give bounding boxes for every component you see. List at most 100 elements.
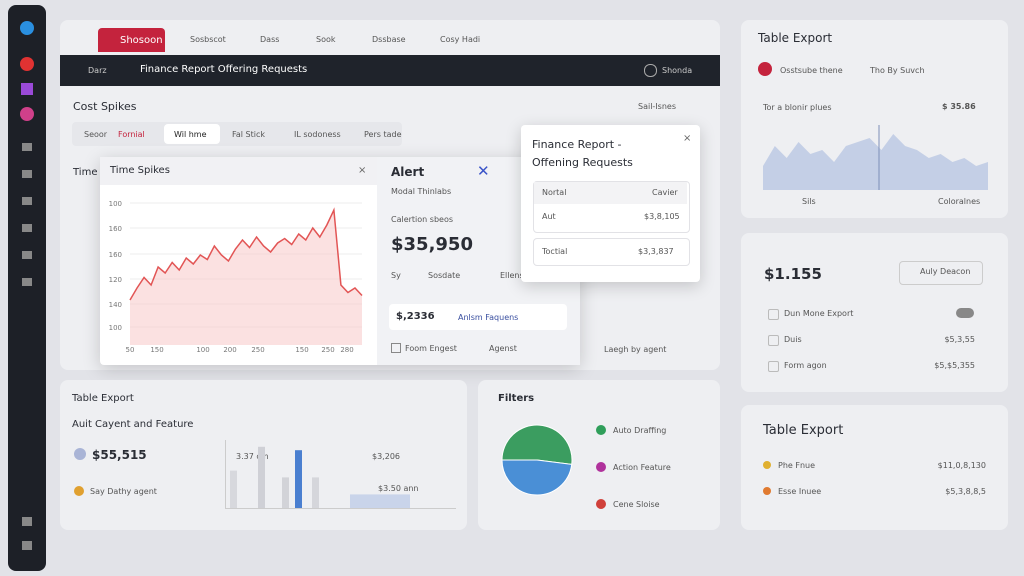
row-label: Phe Fnue <box>778 461 816 470</box>
x-label: 200 <box>223 346 236 354</box>
y-label: 100 <box>109 324 122 332</box>
input[interactable] <box>389 304 567 330</box>
close[interactable]: ✕ <box>477 162 490 180</box>
nav-icons[interactable] <box>22 517 32 551</box>
close[interactable]: × <box>358 165 367 176</box>
tab[interactable]: Dssbase <box>372 35 406 44</box>
meta: Sy <box>391 271 401 280</box>
th: Cavier <box>652 188 678 197</box>
label: $3.50 ann <box>378 484 419 493</box>
agent: Say Dathy agent <box>90 487 157 496</box>
row-label: Form agon <box>784 361 827 370</box>
checkbox-label[interactable]: Foom Engest <box>405 344 457 353</box>
area <box>763 134 988 190</box>
icon[interactable] <box>20 107 34 121</box>
bar <box>295 450 302 508</box>
legend-dot <box>596 462 606 472</box>
button-label[interactable]: Auly Deacon <box>920 267 971 276</box>
card-title: Filters <box>498 393 535 404</box>
x-label: 100 <box>196 346 209 354</box>
y-label: 100 <box>109 200 122 208</box>
segment[interactable]: IL sodoness <box>294 130 341 139</box>
popover-table <box>533 181 690 233</box>
bar-chart <box>230 446 410 508</box>
table-header <box>534 182 687 204</box>
area-chart <box>763 125 988 190</box>
amount: $55,515 <box>92 448 147 462</box>
avatar[interactable] <box>644 64 657 77</box>
x-label: 150 <box>295 346 308 354</box>
legend-dot <box>596 425 606 435</box>
chip[interactable]: Tho By Suvch <box>870 66 925 75</box>
label: Tor a blonir plues <box>763 103 832 112</box>
chart-frame <box>225 440 456 509</box>
segment[interactable]: Seoor <box>84 130 108 139</box>
label: $3,206 <box>372 452 400 461</box>
y-label: 140 <box>109 301 122 309</box>
tab[interactable]: Dass <box>260 35 280 44</box>
alert-subtitle: Modal Thinlabs <box>391 187 452 196</box>
value: $ 35.86 <box>942 102 976 111</box>
dot <box>763 487 771 495</box>
toggle[interactable] <box>956 308 974 318</box>
segment[interactable]: Wil hme <box>174 130 207 139</box>
td: Toctial <box>542 247 568 256</box>
segment-active[interactable] <box>164 124 220 144</box>
segment[interactable]: Pers tade <box>364 130 402 139</box>
row-value: $11,0,8,130 <box>937 461 986 470</box>
row-value: $5,3,55 <box>944 335 975 344</box>
y-label: 160 <box>109 251 122 259</box>
chip[interactable]: Osstsube thene <box>780 66 843 75</box>
bar <box>282 477 289 508</box>
pie-chart <box>501 424 573 496</box>
axis-label: Coloralnes <box>938 197 981 206</box>
dot <box>763 461 771 469</box>
tab[interactable]: Cosy Hadi <box>440 35 481 44</box>
tab-active[interactable] <box>98 28 165 52</box>
row-label: Duis <box>784 335 802 344</box>
alert-title: Alert <box>391 165 425 179</box>
row-value: $5,3,8,8,5 <box>945 487 986 496</box>
link[interactable]: Anlsm Faquens <box>458 313 519 322</box>
breadcrumb[interactable]: Darz <box>88 66 107 75</box>
close[interactable]: × <box>683 133 692 144</box>
nav-icons[interactable] <box>22 143 32 293</box>
dot <box>74 486 84 496</box>
logo <box>20 21 34 35</box>
amount: $1.155 <box>764 265 822 283</box>
segment[interactable]: Fal Stick <box>232 130 266 139</box>
user-name[interactable]: Shonda <box>662 66 693 75</box>
y-label: 120 <box>109 276 122 284</box>
sidebar <box>8 5 46 571</box>
icon[interactable] <box>21 83 33 95</box>
agent: Agenst <box>489 344 517 353</box>
label: 3.37 cm <box>236 452 269 461</box>
y-label: 160 <box>109 225 122 233</box>
checkbox <box>768 335 779 346</box>
button[interactable] <box>899 261 983 285</box>
tab[interactable]: Shosoon <box>120 35 163 46</box>
card <box>741 405 1008 530</box>
bar <box>230 470 237 508</box>
icon[interactable] <box>20 57 34 71</box>
checkbox[interactable] <box>391 343 401 353</box>
checkbox <box>768 309 779 320</box>
area <box>130 210 362 345</box>
slice <box>501 459 573 496</box>
bar <box>312 477 319 508</box>
avatar <box>758 62 772 76</box>
x-label: 280 <box>340 346 353 354</box>
tab[interactable]: Sook <box>316 35 336 44</box>
action[interactable]: Sail-Isnes <box>638 102 676 111</box>
section-title: Cost Spikes <box>73 100 137 113</box>
meta: Sosdate <box>428 271 461 280</box>
row-value: $5,$5,355 <box>934 361 975 370</box>
th: Nortal <box>542 188 567 197</box>
segment[interactable]: Fornial <box>118 130 145 139</box>
tab[interactable]: Sosbscot <box>190 35 226 44</box>
legend-dot <box>596 499 606 509</box>
line <box>129 207 363 301</box>
dot <box>74 448 86 460</box>
time-spikes-chart: 100 160 160 120 140 100 50 150 100 200 250 150 250 28… <box>109 200 363 354</box>
